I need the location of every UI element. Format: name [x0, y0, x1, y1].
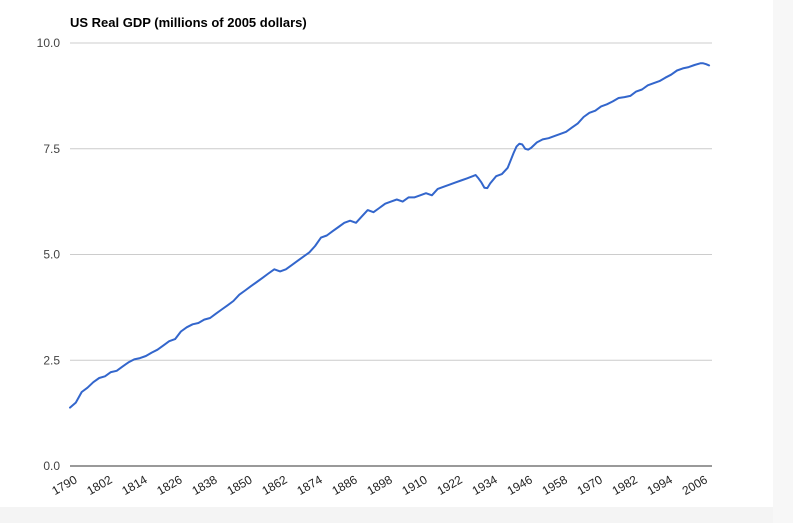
- x-tick-label: 1922: [435, 472, 465, 498]
- chart-title: US Real GDP (millions of 2005 dollars): [70, 15, 307, 30]
- x-tick-label: 1802: [84, 472, 114, 498]
- y-axis-labels: 0.0 2.5 5.0 7.5 10.0: [37, 36, 61, 473]
- x-tick-label: 1826: [154, 472, 184, 498]
- x-tick-label: 1934: [470, 472, 500, 498]
- x-tick-label: 1994: [645, 472, 675, 498]
- x-tick-label: 1838: [189, 472, 219, 498]
- x-tick-label: 1910: [400, 472, 430, 498]
- x-tick-label: 1970: [575, 472, 605, 498]
- right-edge-strip: [773, 0, 793, 523]
- series-line: [69, 62, 711, 409]
- x-tick-label: 1982: [610, 472, 640, 498]
- x-tick-label: 1946: [505, 472, 535, 498]
- x-tick-label: 1850: [224, 472, 254, 498]
- gridlines: [70, 42, 712, 361]
- x-tick-label: 1814: [119, 472, 149, 498]
- y-tick-label: 2.5: [43, 353, 60, 367]
- x-tick-label: 2006: [680, 472, 710, 498]
- x-tick-label: 1790: [49, 472, 79, 498]
- y-tick-label: 5.0: [43, 248, 60, 262]
- y-tick-label: 7.5: [43, 142, 60, 156]
- y-tick-label: 0.0: [43, 459, 60, 473]
- x-tick-label: 1862: [259, 472, 289, 498]
- x-tick-label: 1874: [295, 472, 325, 498]
- x-axis-labels: 1790 1802 1814 1826 1838 1850 1862 1874 1886 1898…: [49, 472, 710, 498]
- y-tick-label: 10.0: [37, 36, 61, 50]
- chart-panel: [0, 0, 773, 507]
- x-tick-label: 1886: [330, 472, 360, 498]
- series-layer: [69, 62, 711, 409]
- x-tick-label: 1898: [365, 472, 395, 498]
- x-tick-label: 1958: [540, 472, 570, 498]
